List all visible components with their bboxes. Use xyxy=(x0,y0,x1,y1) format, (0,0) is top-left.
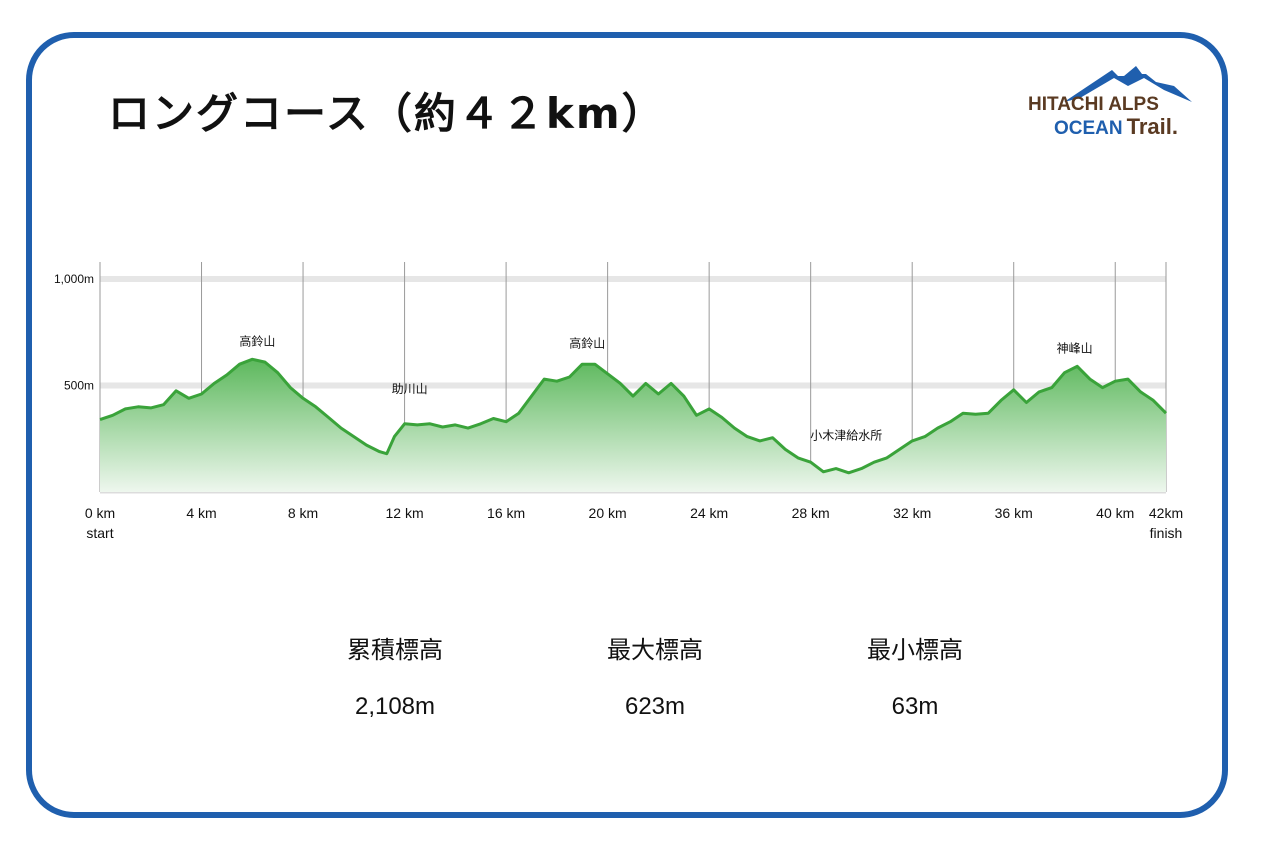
brand-logo: HITACHI ALPS OCEAN Trail. xyxy=(1024,64,1196,140)
stat-value: 63m xyxy=(891,693,939,720)
x-tick-sublabel: finish xyxy=(1150,525,1183,541)
x-tick-label: 32 km xyxy=(893,505,931,521)
logo-text-line2: OCEAN Trail. xyxy=(1054,114,1178,140)
stat-value: 623m xyxy=(624,693,686,720)
x-tick-label: 16 km xyxy=(487,505,525,521)
peak-label: 神峰山 xyxy=(1057,341,1093,355)
mountain-icon xyxy=(1064,66,1192,102)
stat-cumulative-elevation: 累積標高 2,108m xyxy=(285,630,505,721)
stat-value: 2,108m xyxy=(354,693,436,720)
peak-label: 高鈴山 xyxy=(569,335,605,350)
peak-label: 小木津給水所 xyxy=(810,429,882,443)
peak-label: 高鈴山 xyxy=(239,333,275,348)
y-gridline xyxy=(100,382,1166,389)
x-tick-label: 28 km xyxy=(792,505,830,521)
x-tick-label: 36 km xyxy=(995,505,1033,521)
x-tick-label: 4 km xyxy=(186,505,216,521)
stat-max-elevation: 最大標高 623m xyxy=(545,630,765,721)
x-tick-label: 24 km xyxy=(690,505,728,521)
stat-label: 累積標高 xyxy=(347,636,443,664)
logo-text-line1: HITACHI ALPS xyxy=(1028,94,1159,115)
y-tick-label: 500m xyxy=(64,379,94,393)
elevation-area xyxy=(100,359,1166,492)
logo-ocean: OCEAN xyxy=(1054,118,1123,139)
x-tick-label: 0 km xyxy=(85,505,115,521)
elevation-profile-chart: 500m 1,000m 0 km start 4 km 8 km 12 km 16 km 20 … xyxy=(54,262,1183,541)
elevation-line xyxy=(99,357,1168,475)
peak-label: 助川山 xyxy=(392,382,428,396)
page-title: ロングコース（約４２km） xyxy=(108,89,666,138)
x-tick-label: 40 km xyxy=(1096,505,1134,521)
stat-label: 最大標高 xyxy=(607,636,703,664)
x-tick-label: 8 km xyxy=(288,505,318,521)
stat-min-elevation: 最小標高 63m xyxy=(805,630,1025,721)
stat-label: 最小標高 xyxy=(867,636,963,664)
x-tick-sublabel: start xyxy=(86,525,113,541)
logo-trail: Trail. xyxy=(1126,114,1178,139)
x-tick-label: 42km xyxy=(1149,505,1183,521)
y-gridline xyxy=(100,276,1166,282)
x-tick-label: 20 km xyxy=(589,505,627,521)
x-tick-label: 12 km xyxy=(386,505,424,521)
y-tick-label: 1,000m xyxy=(54,272,94,286)
